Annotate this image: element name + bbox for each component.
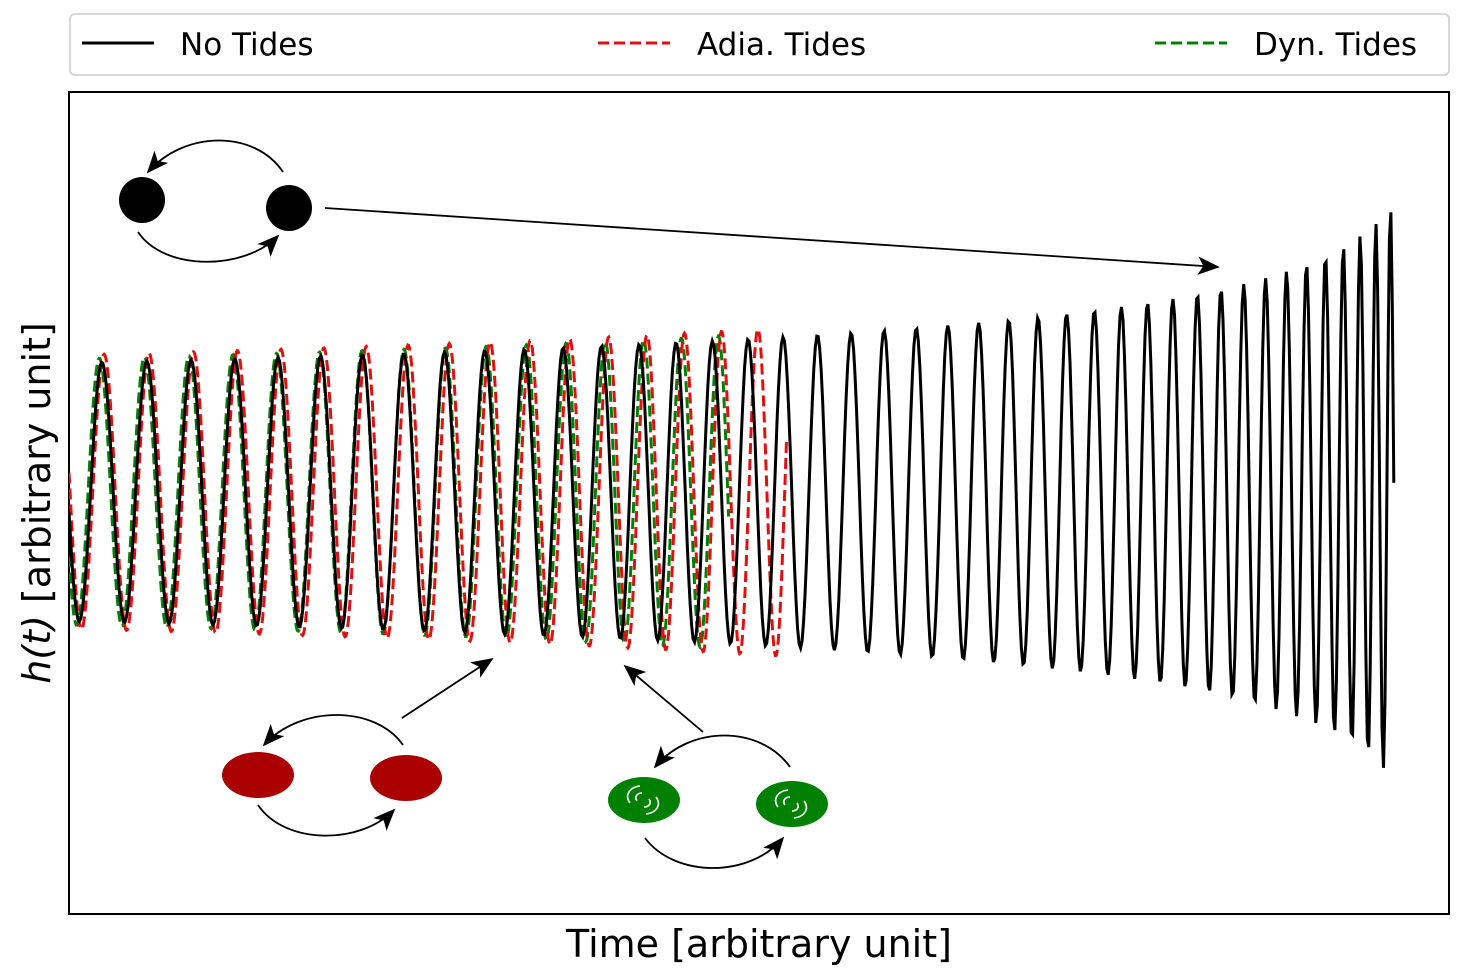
oscillation-mark xyxy=(635,792,643,802)
green-body-right xyxy=(756,781,828,827)
orbit-arrow-top xyxy=(262,714,404,747)
pointer-arrow-no-tides xyxy=(324,207,1220,275)
y-axis-label-space xyxy=(15,603,59,615)
binary-icon-adia-tides xyxy=(222,657,494,837)
oscillation-mark xyxy=(645,796,660,815)
red-body-left xyxy=(222,752,294,798)
legend-label-no-tides: No Tides xyxy=(180,27,314,63)
oscillation-mark xyxy=(791,802,799,812)
y-axis-label-units: [arbitrary unit] xyxy=(15,322,59,603)
oscillation-mark xyxy=(793,800,808,819)
oscillation-mark xyxy=(626,785,641,804)
orbit-arrow-bottom xyxy=(257,804,396,837)
oscillation-mark xyxy=(774,789,789,808)
orbit-arrow-top xyxy=(653,734,791,769)
pointer-arrow-dyn-tides xyxy=(623,664,704,733)
black-body-right xyxy=(266,185,312,231)
binary-icon-no-tides xyxy=(119,139,1220,275)
pointer-arrow-adia-tides xyxy=(401,657,494,719)
plot-frame xyxy=(68,91,1450,915)
y-axis-label-symbol: h(t) xyxy=(15,615,59,684)
oscillation-mark xyxy=(643,798,651,808)
legend-label-dyn-tides: Dyn. Tides xyxy=(1254,27,1417,63)
orbit-arrow-top xyxy=(146,139,284,174)
x-axis-label: Time [arbitrary unit] xyxy=(565,922,952,966)
binary-icon-dyn-tides xyxy=(608,664,828,869)
legend: No Tides Adia. Tides Dyn. Tides xyxy=(69,13,1450,76)
series-line-no-tides xyxy=(69,212,1396,768)
red-body-right xyxy=(370,755,442,801)
orbit-arrow-bottom xyxy=(137,231,280,263)
orbit-arrow-bottom xyxy=(644,836,785,869)
series-line-adia-tides xyxy=(69,325,789,658)
legend-label-adia-tides: Adia. Tides xyxy=(697,27,866,63)
green-body-left xyxy=(608,777,680,823)
legend-box xyxy=(69,13,1450,76)
y-axis-label: h(t) [arbitrary unit] xyxy=(15,322,59,684)
oscillation-mark xyxy=(783,796,791,806)
black-body-left xyxy=(119,177,165,223)
